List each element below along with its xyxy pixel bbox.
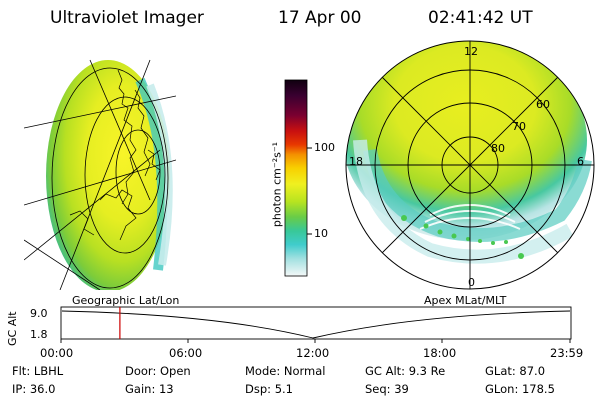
mlat-label-60: 60 — [536, 98, 550, 111]
date-label: 17 Apr 00 — [278, 8, 362, 28]
time-label: 02:41:42 UT — [428, 8, 533, 28]
x-tick-2359: 23:59 — [550, 346, 584, 360]
status-glat: GLat: 87.0 — [485, 364, 546, 378]
status-ip: IP: 36.0 — [12, 382, 56, 396]
status-door: Door: Open — [125, 364, 191, 378]
x-tick-0600: 06:00 — [169, 346, 203, 360]
y-tick-1-8: 1.8 — [30, 328, 48, 341]
status-gc-alt: GC Alt: 9.3 Re — [365, 364, 446, 378]
status-gain: Gain: 13 — [125, 382, 174, 396]
x-tick-1800: 18:00 — [423, 346, 457, 360]
colorbar-tick-10: 10 — [314, 227, 328, 240]
colorbar-unit-label: photon cm⁻²s⁻¹ — [270, 141, 284, 228]
gc-alt-axis-label: GC Alt — [6, 311, 19, 346]
instrument-title: Ultraviolet Imager — [50, 8, 204, 28]
colorbar-tick-100: 100 — [314, 141, 335, 154]
status-flt: Flt: LBHL — [12, 364, 64, 378]
status-mode: Mode: Normal — [245, 364, 326, 378]
status-seq: Seq: 39 — [365, 382, 409, 396]
geographic-label: Geographic Lat/Lon — [72, 294, 180, 307]
x-tick-1200: 12:00 — [296, 346, 330, 360]
mlt-label-6: 6 — [577, 155, 584, 168]
x-tick-0000: 00:00 — [40, 346, 74, 360]
status-dsp: Dsp: 5.1 — [245, 382, 293, 396]
apex-label: Apex MLat/MLT — [424, 294, 507, 307]
status-glon: GLon: 178.5 — [485, 382, 555, 396]
mlat-label-80: 80 — [491, 142, 505, 155]
y-tick-9: 9.0 — [30, 307, 48, 320]
mlat-label-70: 70 — [512, 120, 526, 133]
mlt-label-18: 18 — [349, 155, 363, 168]
mlt-label-0: 0 — [468, 276, 475, 289]
mlt-label-12: 12 — [464, 45, 478, 58]
